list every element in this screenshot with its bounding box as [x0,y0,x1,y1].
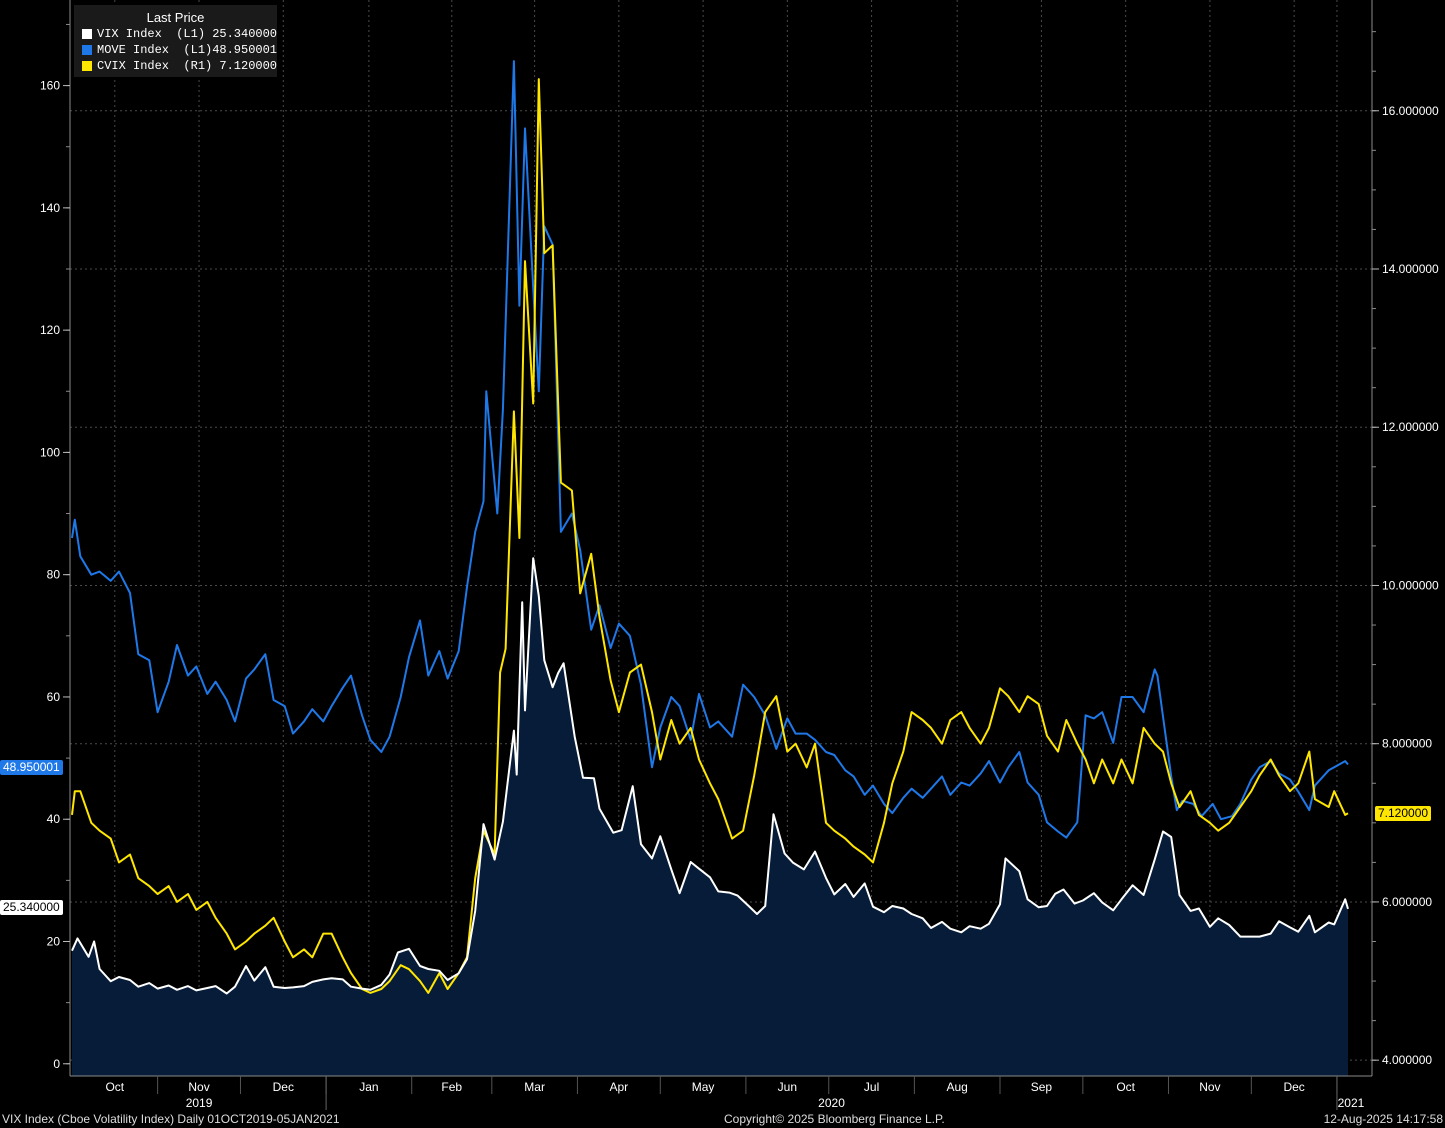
x-month-label: Apr [610,1080,629,1094]
left-tick-label: 120 [40,323,60,337]
x-month-label: Sep [1031,1080,1053,1094]
right-tick-label: 6.000000 [1382,895,1432,909]
right-tick-label: 14.000000 [1382,262,1439,276]
right-tick-label: 10.000000 [1382,578,1439,592]
left-tick-label: 100 [40,445,60,459]
x-month-label: Mar [524,1080,545,1094]
x-axis: Oct Nov Dec Jan Feb Mar Apr May Jun Jul Aug Sep Oct N… [105,1076,1365,1110]
x-year-label: 2020 [818,1096,845,1110]
chart-legend: Last Price VIX Index (L1) 25.340000 MOVE… [74,5,277,77]
left-tick-label: 0 [53,1057,60,1071]
left-tick-label: 40 [47,812,61,826]
x-year-label: 2021 [1338,1096,1365,1110]
legend-item-cvix: CVIX Index (R1) 7.120000 [74,58,277,74]
left-tick-label: 20 [47,935,61,949]
legend-swatch-vix [82,29,92,39]
x-month-label: May [692,1080,715,1094]
x-month-label: Nov [1199,1080,1220,1094]
x-month-label: Dec [273,1080,294,1094]
cvix-line [71,78,1349,994]
legend-value-move: 48.950001 [212,43,277,57]
x-month-label: Oct [105,1080,124,1094]
move-line [71,60,1349,839]
vix-area [72,558,1348,1076]
x-year-label: 2019 [186,1096,213,1110]
x-month-label: Oct [1116,1080,1135,1094]
vix-last-value-tag: 25.340000 [0,900,63,915]
footer-description: VIX Index (Cboe Volatility Index) Daily … [2,1112,340,1126]
legend-header: Last Price [146,10,205,25]
left-tick-label: 160 [40,79,60,93]
left-tick-label: 80 [47,568,61,582]
legend-swatch-cvix [82,61,92,71]
x-month-label: Dec [1283,1080,1304,1094]
x-month-label: Jul [864,1080,879,1094]
footer-timestamp: 12-Aug-2025 14:17:58 [1323,1112,1443,1126]
right-tick-label: 16.000000 [1382,104,1439,118]
legend-item-move: MOVE Index (L1) 48.950001 [74,42,277,58]
vix-line [71,557,1349,995]
legend-label-move: MOVE Index (L1) [97,43,213,57]
x-month-label: Jun [778,1080,797,1094]
x-month-label: Nov [188,1080,209,1094]
chart-axes: 0 20 40 60 80 100 120 140 160 4.000000 6.000000 8.0… [40,0,1439,1077]
right-tick-label: 4.000000 [1382,1053,1432,1067]
legend-value-vix: 25.340000 [212,27,277,41]
x-month-label: Aug [947,1080,968,1094]
legend-item-vix: VIX Index (L1) 25.340000 [74,26,277,42]
x-month-label: Feb [441,1080,462,1094]
x-month-label: Jan [359,1080,378,1094]
left-tick-label: 140 [40,201,60,215]
footer-copyright: Copyright© 2025 Bloomberg Finance L.P. [724,1112,945,1126]
right-tick-label: 8.000000 [1382,737,1432,751]
series-lines [71,60,1349,995]
move-last-value-tag: 48.950001 [0,760,63,775]
left-tick-label: 60 [47,690,61,704]
legend-label-cvix: CVIX Index (R1) [97,59,213,73]
right-tick-label: 12.000000 [1382,420,1439,434]
legend-label-vix: VIX Index (L1) [97,27,206,41]
vix-area-fill [72,558,1348,1076]
legend-swatch-move [82,45,92,55]
legend-value-cvix: 7.120000 [219,59,277,73]
cvix-last-value-tag: 7.120000 [1375,806,1432,821]
